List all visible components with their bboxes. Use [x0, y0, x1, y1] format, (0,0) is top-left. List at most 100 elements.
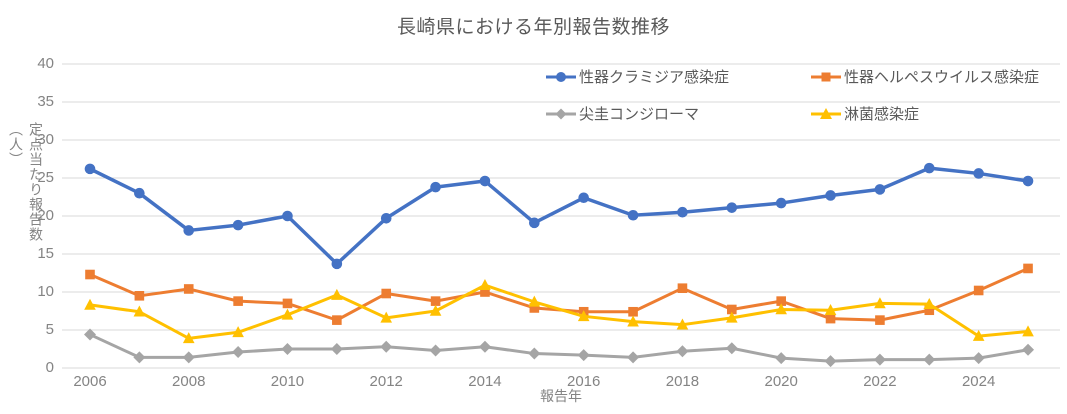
- data-point: [676, 345, 689, 358]
- x-tick-label: 2006: [73, 373, 107, 390]
- data-point: [972, 329, 985, 341]
- y-tick-label: 30: [37, 131, 54, 148]
- y-tick-label: 25: [37, 169, 54, 186]
- x-tick-label: 2012: [369, 373, 403, 390]
- data-point: [628, 306, 638, 317]
- x-tick-label: 2018: [665, 373, 700, 390]
- data-point: [775, 303, 787, 315]
- data-point: [134, 187, 145, 199]
- data-point: [380, 311, 393, 323]
- data-point: [725, 342, 738, 355]
- x-axis-title: 報告年: [540, 388, 582, 404]
- legend-marker-triangle: [811, 107, 841, 119]
- data-point: [676, 318, 689, 330]
- data-point: [923, 162, 935, 174]
- data-point: [330, 343, 343, 355]
- legend-label: 尖圭コンジローマ: [579, 106, 700, 123]
- x-tick-label: 2008: [172, 373, 206, 390]
- data-point: [232, 346, 245, 359]
- data-point: [332, 315, 342, 325]
- data-point: [380, 212, 392, 224]
- series-line-triangle: [88, 283, 1030, 340]
- data-point: [627, 351, 640, 364]
- data-point: [528, 295, 541, 307]
- series-line-square: [88, 266, 1030, 322]
- data-point: [480, 287, 490, 297]
- data-point: [578, 192, 589, 204]
- data-point: [825, 313, 836, 324]
- data-point: [479, 278, 491, 290]
- data-point: [134, 291, 145, 301]
- data-point: [282, 210, 293, 222]
- data-point: [577, 310, 590, 322]
- data-point: [183, 225, 195, 236]
- data-point: [824, 304, 837, 316]
- data-point: [84, 328, 96, 341]
- y-tick-label: 10: [37, 283, 54, 300]
- y-tick-label: 40: [37, 55, 54, 72]
- data-point: [726, 202, 738, 213]
- y-tick-label: 20: [37, 207, 54, 224]
- y-tick-label: 15: [37, 245, 54, 262]
- data-point: [825, 190, 836, 201]
- series-line-diamond: [88, 333, 1030, 363]
- data-point: [331, 258, 343, 270]
- legend-item-condyloma: 尖圭コンジローマ: [545, 103, 699, 124]
- data-point: [232, 326, 244, 338]
- x-tick-label: 2024: [961, 373, 996, 390]
- data-point: [677, 206, 688, 218]
- x-tick-label: 2016: [567, 373, 601, 390]
- data-point: [973, 168, 984, 179]
- data-point: [1022, 343, 1035, 356]
- legend-item-chlamydia: 性器クラミジア感染症: [545, 66, 729, 87]
- data-point: [824, 355, 837, 368]
- data-point: [577, 349, 590, 362]
- data-point: [924, 305, 935, 316]
- y-tick-label: 5: [45, 321, 54, 338]
- data-point: [84, 163, 96, 175]
- data-point: [381, 288, 392, 299]
- data-point: [429, 304, 442, 316]
- legend-marker-diamond: [546, 108, 576, 119]
- data-point: [183, 284, 194, 294]
- data-point: [776, 296, 786, 306]
- x-tick-label: 2010: [270, 373, 305, 390]
- data-point: [429, 344, 442, 357]
- data-point: [529, 217, 540, 229]
- data-point: [1022, 175, 1034, 187]
- data-point: [874, 184, 886, 195]
- data-point: [281, 308, 294, 320]
- data-point: [133, 305, 146, 317]
- data-point: [182, 351, 195, 364]
- data-point: [775, 352, 788, 365]
- data-point: [627, 315, 639, 327]
- data-point: [182, 332, 195, 344]
- data-point: [430, 296, 441, 306]
- series-line-circle: [88, 166, 1030, 266]
- data-point: [430, 181, 441, 193]
- data-point: [873, 353, 886, 366]
- legend-item-herpes: 性器ヘルペスウイルス感染症: [810, 66, 1039, 87]
- y-axis-title: 定点当たり報告数（人）: [8, 122, 44, 242]
- x-tick-label: 2022: [863, 373, 897, 390]
- data-point: [1023, 263, 1033, 274]
- y-tick-label: 35: [37, 93, 54, 110]
- data-point: [232, 219, 244, 231]
- data-point: [479, 175, 491, 187]
- data-point: [973, 285, 984, 296]
- data-point: [923, 353, 936, 366]
- data-point: [380, 340, 393, 353]
- data-point: [875, 315, 885, 325]
- data-point: [874, 297, 886, 309]
- legend-item-gonococcal: 淋菌感染症: [810, 103, 919, 124]
- data-point: [233, 296, 243, 306]
- data-point: [923, 297, 936, 309]
- data-point: [133, 351, 146, 364]
- data-point: [281, 343, 294, 355]
- data-point: [84, 298, 96, 310]
- data-point: [282, 298, 293, 309]
- data-point: [529, 303, 540, 313]
- data-point: [775, 197, 787, 209]
